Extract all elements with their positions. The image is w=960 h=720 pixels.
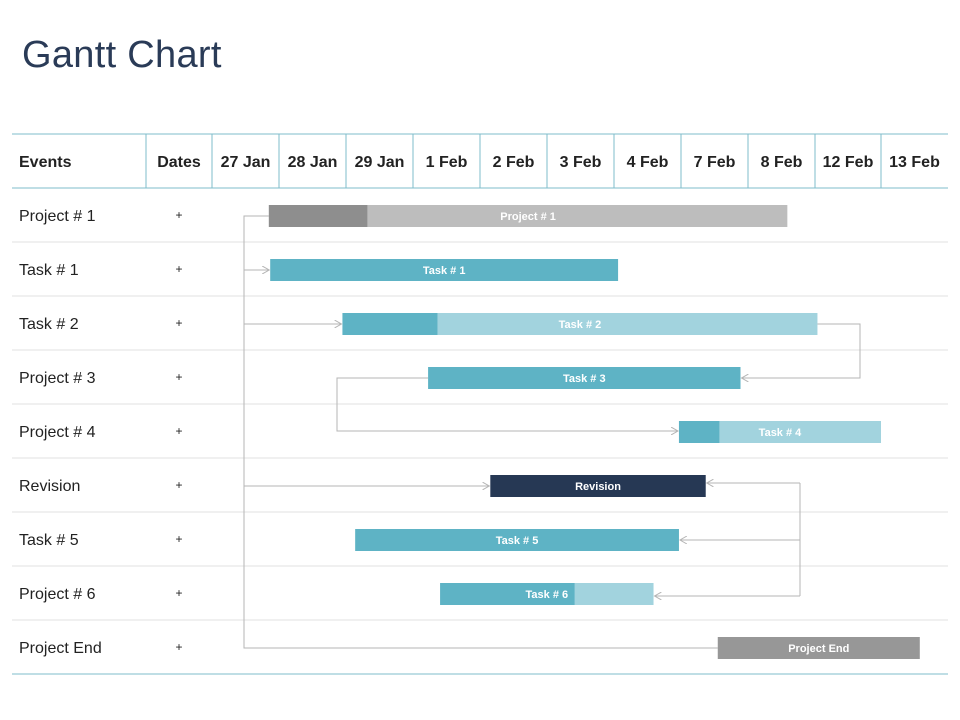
bar-body xyxy=(490,475,706,497)
column-header-13-feb: 13 Feb xyxy=(889,154,940,171)
bar-body xyxy=(678,421,881,443)
bar-body xyxy=(355,529,679,551)
bar-progress xyxy=(268,205,368,227)
page-title: Gantt Chart xyxy=(22,34,222,76)
bar-label: Task # 5 xyxy=(496,535,539,547)
bar-label: Project End xyxy=(788,643,849,655)
column-header-28-jan: 28 Jan xyxy=(288,154,338,171)
bar-task-4: Task # 4 xyxy=(678,421,881,443)
bar-label: Revision xyxy=(575,481,621,493)
bar-task-6: Task # 6 xyxy=(440,583,654,605)
column-header-3-feb: 3 Feb xyxy=(560,154,602,171)
row-label-revision: Revision xyxy=(19,478,80,495)
header-row: Events Dates 27 Jan 28 Jan 29 Jan 1 Feb 2 Feb 3… xyxy=(19,154,940,171)
row-dates-plus: + xyxy=(175,586,182,600)
bar-label: Task # 4 xyxy=(759,427,802,439)
bar-body xyxy=(717,637,920,659)
bar-label: Task # 3 xyxy=(563,373,606,385)
bar-project-1: Project # 1 xyxy=(268,205,788,227)
bar-body xyxy=(342,313,818,335)
row-dates-plus: + xyxy=(175,424,182,438)
row-dates-plus: + xyxy=(175,262,182,276)
column-header-dates: Dates xyxy=(157,154,201,171)
bar-task-2: Task # 2 xyxy=(342,313,818,335)
grid-layer xyxy=(12,133,948,675)
row-dates-plus: + xyxy=(175,532,182,546)
column-header-2-feb: 2 Feb xyxy=(493,154,535,171)
bar-body xyxy=(270,259,619,281)
column-header-29-jan: 29 Jan xyxy=(355,154,405,171)
row-label-project-6: Project # 6 xyxy=(19,586,96,603)
dependency-spine xyxy=(243,215,718,649)
row-label-project-end: Project End xyxy=(19,640,102,657)
row-label-task-2: Task # 2 xyxy=(19,316,79,333)
row-dates-plus: + xyxy=(175,208,182,222)
column-header-8-feb: 8 Feb xyxy=(761,154,803,171)
row-dates-plus: + xyxy=(175,478,182,492)
bar-progress xyxy=(678,421,720,443)
row-label-task-5: Task # 5 xyxy=(19,532,79,549)
bar-label: Task # 6 xyxy=(526,589,569,601)
row-label-project-1: Project # 1 xyxy=(19,208,96,225)
column-header-12-feb: 12 Feb xyxy=(823,154,874,171)
bar-label: Task # 2 xyxy=(559,319,602,331)
row-dates-plus: + xyxy=(175,370,182,384)
column-header-27-jan: 27 Jan xyxy=(221,154,271,171)
bar-progress xyxy=(342,313,438,335)
dependency-arrow-task-4 xyxy=(336,377,678,431)
bar-project-end: Project End xyxy=(717,637,920,659)
row-label-project-3: Project # 3 xyxy=(19,370,96,387)
column-header-7-feb: 7 Feb xyxy=(694,154,736,171)
bar-label: Project # 1 xyxy=(500,211,556,223)
gantt-bars: Project # 1 Task # 1 Task # 2 Task # 3 Task … xyxy=(268,205,920,659)
dependency-arrows xyxy=(243,215,861,649)
bar-revision: Revision xyxy=(490,475,706,497)
bar-task-1: Task # 1 xyxy=(270,259,619,281)
dependency-arrow-task-3 xyxy=(742,323,861,378)
bar-body xyxy=(428,367,741,389)
column-header-1-feb: 1 Feb xyxy=(426,154,468,171)
row-label-task-1: Task # 1 xyxy=(19,262,79,279)
row-label-project-4: Project # 4 xyxy=(19,424,96,441)
bar-label: Task # 1 xyxy=(423,265,466,277)
row-dates-plus: + xyxy=(175,640,182,654)
bar-body xyxy=(268,205,788,227)
bar-progress xyxy=(440,583,575,605)
bar-task-3: Task # 3 xyxy=(428,367,741,389)
bar-task-5: Task # 5 xyxy=(355,529,679,551)
row-dates-plus: + xyxy=(175,316,182,330)
column-header-4-feb: 4 Feb xyxy=(627,154,669,171)
event-rows: Project # 1 + Task # 1 + Task # 2 + Project # … xyxy=(19,208,183,657)
column-header-events: Events xyxy=(19,154,72,171)
